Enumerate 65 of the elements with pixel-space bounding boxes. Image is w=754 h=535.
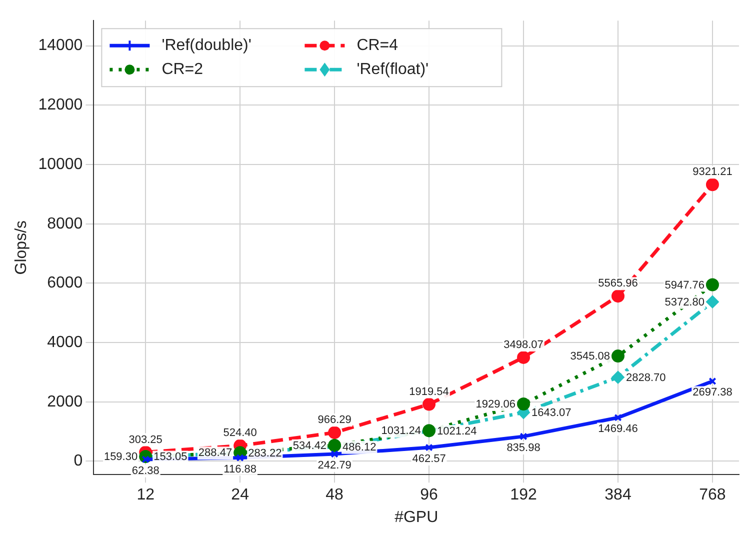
y-tick-label: 2000 bbox=[47, 393, 83, 410]
data-label: 5372.80 bbox=[664, 296, 704, 308]
x-axis-title: #GPU bbox=[394, 508, 438, 526]
data-label: 5565.96 bbox=[598, 278, 638, 290]
point bbox=[517, 398, 530, 411]
point bbox=[614, 414, 622, 422]
point bbox=[611, 350, 624, 363]
x-tick-label: 96 bbox=[420, 486, 438, 504]
data-label: 3498.07 bbox=[504, 338, 544, 351]
y-tick-label: 0 bbox=[74, 452, 83, 470]
data-label: 62.38 bbox=[132, 464, 160, 477]
y-tick-label: 8000 bbox=[47, 215, 83, 232]
data-label: 2828.70 bbox=[626, 372, 666, 384]
data-label: 242.79 bbox=[318, 460, 352, 472]
legend-label: 'Ref(float)' bbox=[356, 61, 429, 78]
point bbox=[708, 377, 716, 386]
point bbox=[236, 454, 244, 462]
x-tick-label: 192 bbox=[510, 486, 537, 504]
data-label: 524.40 bbox=[223, 427, 257, 440]
point bbox=[706, 295, 719, 308]
data-label: 462.57 bbox=[412, 453, 446, 466]
x-tick-label: 48 bbox=[326, 486, 344, 504]
data-label: 1929.06 bbox=[476, 398, 516, 411]
data-label: 835.98 bbox=[506, 442, 540, 454]
data-label: 283.22 bbox=[248, 447, 282, 460]
point bbox=[706, 278, 719, 292]
data-label: 9321.21 bbox=[692, 166, 732, 178]
data-label: 1643.07 bbox=[532, 407, 572, 420]
point bbox=[611, 370, 624, 384]
data-label: 159.30 bbox=[104, 451, 138, 464]
point bbox=[422, 398, 436, 411]
point bbox=[328, 426, 342, 440]
legend-label: CR=4 bbox=[356, 37, 398, 54]
legend-label: 'Ref(double)' bbox=[162, 37, 252, 54]
data-label: 1919.54 bbox=[409, 386, 449, 398]
data-label: 534.42 bbox=[292, 440, 327, 452]
data-label: 966.29 bbox=[318, 414, 352, 426]
y-axis-title: Glops/s bbox=[13, 220, 30, 275]
point bbox=[520, 432, 528, 440]
data-label: 1469.46 bbox=[598, 423, 638, 436]
data-label: 2697.38 bbox=[692, 386, 732, 399]
data-label: 1031.24 bbox=[381, 425, 422, 438]
data-label: 116.88 bbox=[224, 463, 256, 476]
x-tick-label: 24 bbox=[231, 486, 250, 504]
y-tick-label: 6000 bbox=[47, 274, 83, 292]
point bbox=[706, 178, 719, 192]
x-tick-label: 384 bbox=[604, 486, 632, 504]
point bbox=[425, 444, 433, 452]
y-tick-label: 12000 bbox=[38, 96, 83, 114]
data-label: 5947.76 bbox=[664, 279, 704, 292]
data-label: 3545.08 bbox=[570, 350, 610, 363]
x-tick-label: 12 bbox=[136, 486, 155, 504]
legend-label: CR=2 bbox=[162, 61, 204, 78]
data-label: 288.47 bbox=[198, 447, 232, 460]
data-label: 1021.24 bbox=[437, 425, 477, 438]
y-tick-label: 4000 bbox=[47, 334, 83, 351]
data-label: 486.12 bbox=[342, 441, 376, 454]
point bbox=[517, 350, 530, 364]
point bbox=[611, 290, 624, 303]
x-tick-label: 768 bbox=[699, 486, 726, 504]
data-label: 303.25 bbox=[128, 434, 162, 446]
data-label: 153.05 bbox=[154, 451, 188, 464]
point bbox=[330, 450, 338, 458]
y-tick-label: 10000 bbox=[38, 156, 83, 173]
y-tick-label: 14000 bbox=[38, 37, 83, 54]
